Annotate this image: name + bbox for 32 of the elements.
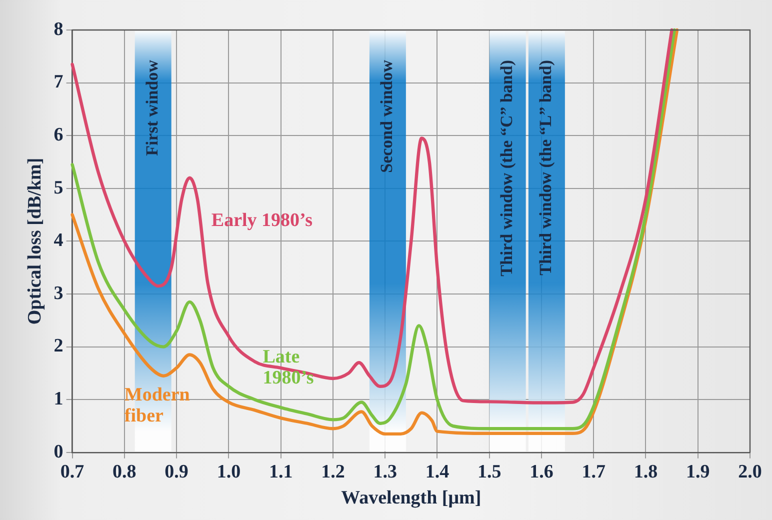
x-tick-label: 1.2 [321,462,345,483]
y-tick-label: 6 [54,124,64,146]
x-tick-label: 1.7 [582,462,606,483]
band-label: Third window (the “L” band) [536,60,556,276]
series-label: Early 1980’s [211,210,313,231]
x-tick-label: 1.9 [686,462,710,483]
y-tick-label: 2 [54,336,64,357]
x-tick-label: 0.7 [60,462,85,483]
y-tick-label: 4 [54,230,64,252]
x-tick-label: 1.3 [373,462,397,483]
y-tick-label: 5 [54,177,64,198]
x-tick-label: 1.8 [634,462,658,483]
x-tick-label: 1.1 [268,462,293,483]
x-tick-label: 0.9 [164,462,188,483]
series-label: Modern fiber [124,384,190,427]
band-label: Second window [377,59,396,173]
y-axis-title: Optical loss [dB/km] [24,158,46,325]
x-tick-label: 0.8 [112,462,136,483]
x-tick-label: 1.0 [216,462,241,483]
y-tick-label: 0 [54,441,64,462]
series-label: Late 1980’s [262,346,314,389]
x-tick-label: 1.5 [477,462,502,483]
x-tick-label: 2.0 [738,462,762,483]
band-label: First window [142,59,162,156]
y-tick-label: 3 [54,282,64,304]
y-tick-label: 1 [54,388,64,410]
x-axis-title: Wavelength [μm] [341,488,482,509]
y-tick-label: 7 [54,72,64,93]
band-label: Third window (the “C” band) [496,60,516,276]
x-tick-label: 1.4 [425,462,450,483]
x-tick-label: 1.6 [530,462,554,483]
y-tick-label: 8 [54,18,64,40]
